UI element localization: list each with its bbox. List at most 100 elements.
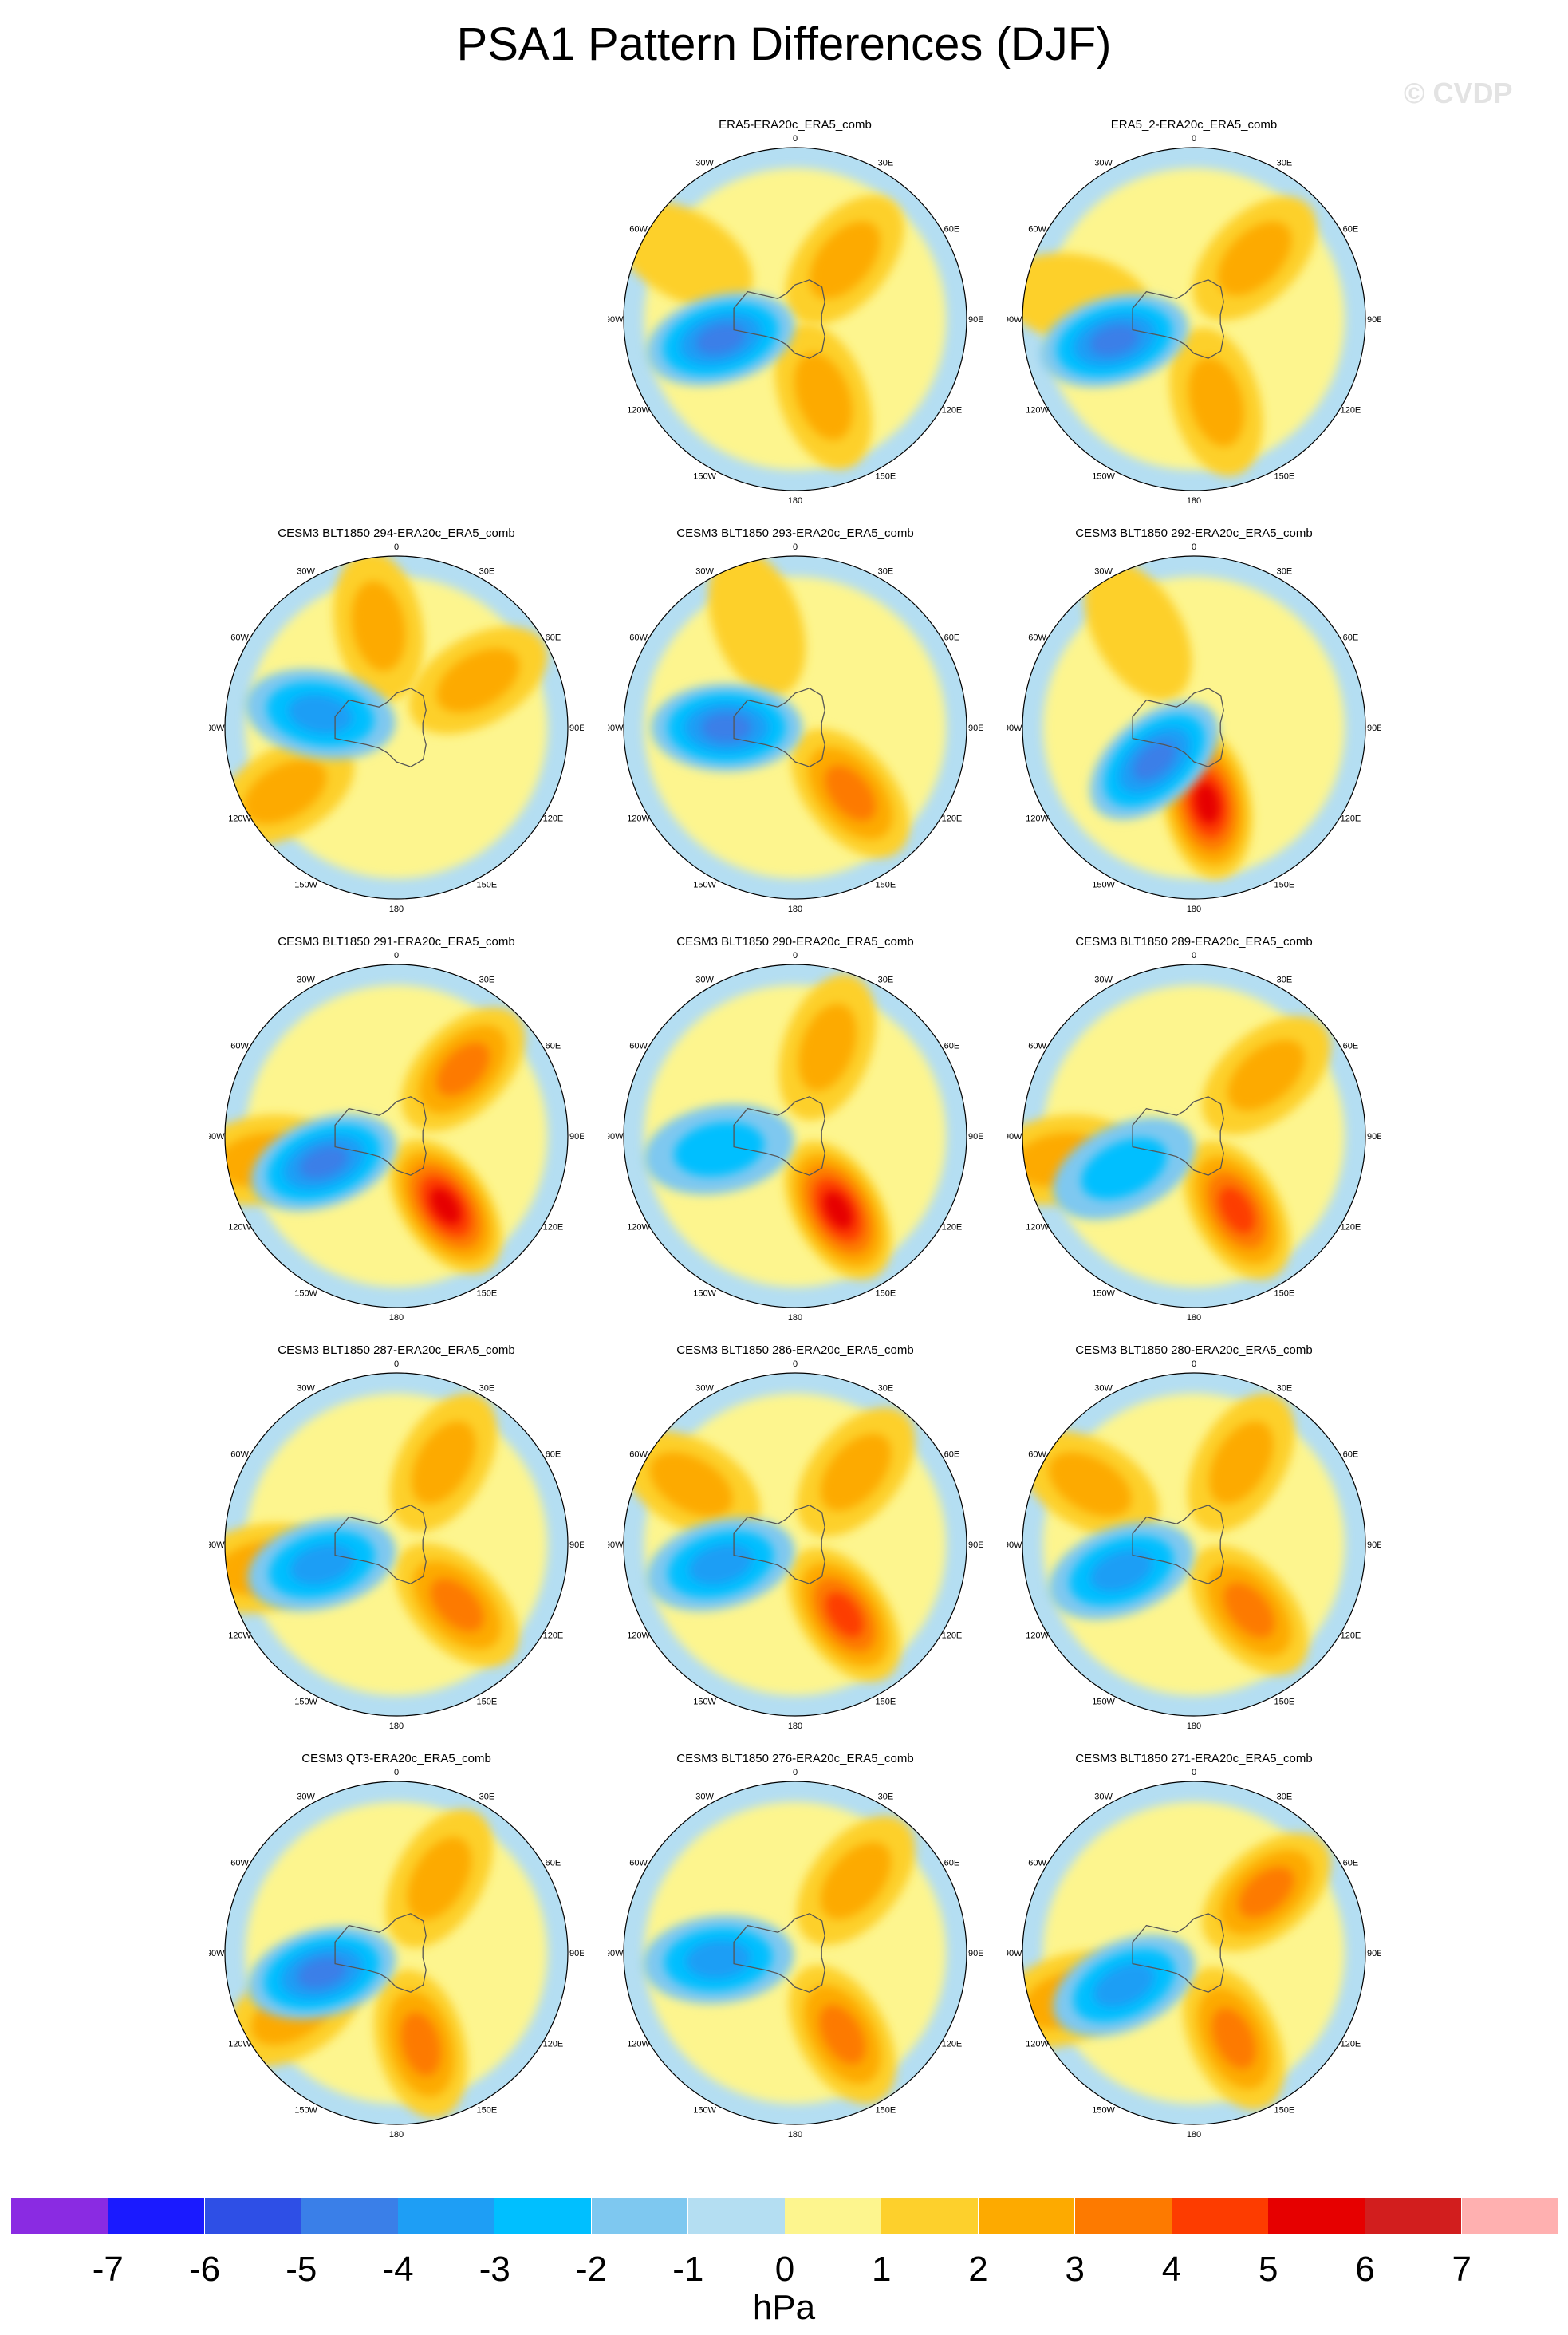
longitude-label: 150E — [477, 2105, 498, 2115]
longitude-label: 90E — [569, 1132, 584, 1142]
antarctica-coastline — [334, 688, 427, 767]
colorbar-box — [591, 2198, 689, 2234]
longitude-label: 150E — [876, 1697, 896, 1706]
polar-map: 0 30E 60E 90E 120E 150E 180 150W 120W 90W 60W 30W — [1007, 951, 1381, 1323]
longitude-label: 150W — [693, 880, 716, 889]
longitude-label: 150W — [1092, 1697, 1115, 1706]
longitude-label: 120W — [1026, 1631, 1049, 1640]
colorbar-units: hPa — [752, 2288, 816, 2327]
longitude-label: 0 — [394, 951, 399, 960]
longitude-label: 60W — [230, 1042, 249, 1051]
longitude-label: 150W — [294, 880, 317, 889]
polar-panel: CESM3 BLT1850 286-ERA20c_ERA5_comb 0 30E 60… — [608, 1343, 983, 1734]
longitude-label: 30E — [878, 1384, 894, 1394]
longitude-label: 150E — [1274, 2105, 1295, 2115]
positive-anomaly-contour — [436, 1043, 490, 1096]
longitude-label: 150E — [876, 880, 896, 889]
panel-title: CESM3 BLT1850 286-ERA20c_ERA5_comb — [676, 1343, 914, 1357]
longitude-label: 30E — [479, 567, 495, 577]
negative-anomaly-contour — [674, 1122, 765, 1177]
watermark: © CVDP — [1404, 77, 1513, 109]
panel-title: ERA5-ERA20c_ERA5_comb — [719, 118, 872, 132]
longitude-label: 0 — [1192, 951, 1196, 960]
longitude-label: 90E — [1367, 1540, 1381, 1550]
longitude-label: 60E — [1343, 225, 1359, 235]
colorbar-tick-label: 4 — [1161, 2250, 1182, 2289]
longitude-label: 90E — [968, 1132, 983, 1142]
longitude-label: 90W — [1007, 1132, 1022, 1142]
longitude-label: 120E — [942, 814, 963, 823]
longitude-label: 90E — [569, 1949, 584, 1958]
longitude-label: 60E — [546, 1450, 561, 1460]
panel-title: CESM3 QT3-ERA20c_ERA5_comb — [301, 1752, 491, 1765]
polar-map: 0 30E 60E 90E 120E 150E 180 150W 120W 90W 60W 30W — [608, 134, 983, 506]
colorbar-box — [11, 2198, 108, 2234]
longitude-label: 30E — [1277, 1384, 1293, 1394]
longitude-label: 120W — [627, 814, 650, 823]
longitude-label: 30W — [695, 1384, 714, 1394]
longitude-label: 90E — [968, 1540, 983, 1550]
positive-anomaly-contour — [411, 1421, 476, 1505]
longitude-label: 120E — [1341, 2039, 1361, 2049]
longitude-label: 30E — [878, 1793, 894, 1802]
longitude-label: 90W — [1007, 315, 1022, 325]
positive-anomaly-contour — [819, 2005, 865, 2065]
longitude-label: 120W — [627, 1631, 650, 1640]
positive-anomaly-contour — [407, 1836, 472, 1920]
longitude-label: 90W — [1007, 1949, 1022, 1958]
longitude-label: 90E — [1367, 1132, 1381, 1142]
longitude-label: 0 — [793, 1768, 798, 1777]
colorbar-tick-label: 5 — [1259, 2250, 1278, 2289]
longitude-label: 120W — [228, 814, 251, 823]
longitude-label: 60W — [1028, 1042, 1046, 1051]
longitude-label: 180 — [1187, 2130, 1201, 2140]
longitude-label: 120W — [627, 405, 650, 415]
positive-anomaly-contour — [1238, 1867, 1294, 1918]
colorbar-tick-label: -4 — [382, 2250, 414, 2289]
longitude-label: 0 — [1192, 1359, 1196, 1369]
longitude-label: 0 — [1192, 134, 1196, 144]
colorbar-box — [1365, 2198, 1463, 2234]
colorbar-tick-label: 2 — [968, 2250, 988, 2289]
longitude-label: 60W — [1028, 633, 1046, 643]
longitude-label: 120E — [942, 1222, 963, 1232]
longitude-label: 120E — [1341, 1222, 1361, 1232]
longitude-label: 30W — [1094, 567, 1113, 577]
longitude-label: 60E — [1343, 1042, 1359, 1051]
colorbar-tick-label: 3 — [1065, 2250, 1085, 2289]
longitude-label: 60E — [546, 1042, 561, 1051]
longitude-label: 0 — [394, 542, 399, 552]
longitude-label: 60E — [944, 633, 960, 643]
longitude-label: 60E — [1343, 633, 1359, 643]
longitude-label: 60W — [230, 1450, 249, 1460]
positive-anomaly-contour — [1084, 562, 1192, 700]
polar-panel: CESM3 BLT1850 271-ERA20c_ERA5_comb 0 30E 60… — [1007, 1752, 1381, 2143]
longitude-label: 90W — [1007, 724, 1022, 733]
longitude-label: 180 — [788, 496, 802, 506]
longitude-label: 30E — [878, 567, 894, 577]
polar-map: 0 30E 60E 90E 120E 150E 180 150W 120W 90W 60W 30W — [1007, 1359, 1381, 1731]
positive-anomaly-contour — [1195, 783, 1220, 824]
longitude-label: 120W — [1026, 1222, 1049, 1232]
longitude-label: 120W — [1026, 2039, 1049, 2049]
polar-panel: CESM3 QT3-ERA20c_ERA5_comb 0 30E 60E 90E 120E… — [209, 1752, 584, 2143]
longitude-label: 30W — [297, 567, 315, 577]
map-border — [1022, 964, 1366, 1308]
longitude-label: 120E — [942, 2039, 963, 2049]
longitude-label: 90W — [608, 1132, 624, 1142]
polar-panel: ERA5_2-ERA20c_ERA5_comb 0 30E 60E 90E 120E 150… — [1007, 118, 1381, 509]
positive-anomaly-contour — [820, 1433, 892, 1511]
longitude-label: 60W — [230, 1859, 249, 1868]
positive-anomaly-contour — [794, 353, 853, 440]
longitude-label: 60E — [1343, 1859, 1359, 1868]
polar-map: 0 30E 60E 90E 120E 150E 180 150W 120W 90W 60W 30W — [608, 951, 983, 1323]
longitude-label: 90W — [608, 724, 624, 733]
longitude-label: 90E — [968, 315, 983, 325]
colorbar-tick-label: -3 — [479, 2250, 510, 2289]
polar-map: 0 30E 60E 90E 120E 150E 180 150W 120W 90W 60W 30W — [608, 542, 983, 914]
longitude-label: 120E — [942, 1631, 963, 1640]
positive-anomaly-contour — [708, 556, 806, 696]
colorbar-box — [978, 2198, 1076, 2234]
longitude-label: 180 — [389, 1722, 404, 1731]
polar-map: 0 30E 60E 90E 120E 150E 180 150W 120W 90W 60W 30W — [209, 542, 584, 914]
